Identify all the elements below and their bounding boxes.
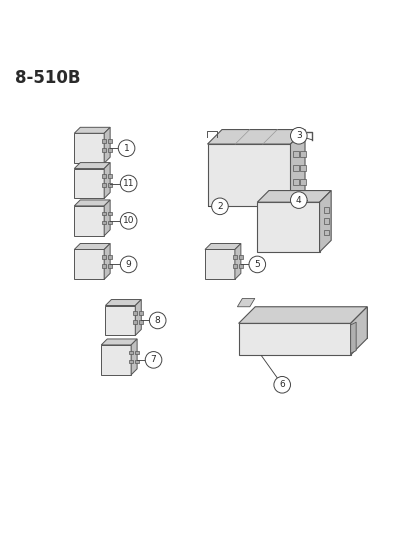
- Bar: [135, 360, 139, 363]
- Bar: [108, 148, 112, 151]
- Polygon shape: [208, 144, 290, 206]
- Polygon shape: [101, 345, 131, 375]
- Circle shape: [290, 127, 307, 144]
- Bar: [108, 221, 112, 224]
- Bar: [233, 255, 237, 259]
- Bar: [293, 165, 299, 171]
- Bar: [103, 183, 106, 187]
- Text: 4: 4: [296, 196, 302, 205]
- Circle shape: [212, 198, 228, 215]
- Polygon shape: [104, 200, 110, 236]
- Text: 11: 11: [123, 179, 134, 188]
- Polygon shape: [290, 130, 305, 206]
- Bar: [108, 264, 112, 268]
- Bar: [233, 264, 237, 268]
- Bar: [103, 148, 106, 151]
- Bar: [239, 255, 243, 259]
- Bar: [103, 264, 106, 268]
- Bar: [139, 311, 143, 315]
- Polygon shape: [320, 191, 331, 252]
- Polygon shape: [74, 206, 104, 236]
- Text: 8: 8: [155, 316, 161, 325]
- Circle shape: [290, 192, 307, 208]
- Polygon shape: [205, 249, 235, 279]
- Polygon shape: [104, 163, 110, 198]
- Bar: [108, 139, 112, 142]
- Circle shape: [120, 175, 137, 192]
- Polygon shape: [101, 339, 137, 345]
- Polygon shape: [205, 244, 241, 249]
- Polygon shape: [74, 168, 104, 198]
- Polygon shape: [257, 202, 320, 252]
- Bar: [300, 151, 306, 157]
- Bar: [108, 183, 112, 187]
- Polygon shape: [351, 307, 367, 355]
- Polygon shape: [239, 307, 367, 324]
- Polygon shape: [74, 200, 110, 206]
- Text: 2: 2: [217, 202, 223, 211]
- Bar: [324, 230, 330, 236]
- Bar: [293, 151, 299, 157]
- Text: 1: 1: [124, 144, 129, 153]
- Circle shape: [120, 256, 137, 273]
- Polygon shape: [104, 127, 110, 163]
- Polygon shape: [74, 249, 104, 279]
- Polygon shape: [255, 307, 367, 338]
- Circle shape: [249, 256, 266, 273]
- Circle shape: [274, 376, 290, 393]
- Text: 9: 9: [126, 260, 132, 269]
- Circle shape: [149, 312, 166, 329]
- Polygon shape: [257, 191, 331, 202]
- Text: 6: 6: [279, 380, 285, 389]
- Text: 8-510B: 8-510B: [15, 69, 80, 87]
- Bar: [300, 179, 306, 185]
- Bar: [103, 139, 106, 142]
- Bar: [135, 351, 139, 354]
- Bar: [103, 174, 106, 178]
- Bar: [324, 207, 330, 213]
- Polygon shape: [235, 244, 241, 279]
- Bar: [139, 320, 143, 324]
- Bar: [239, 264, 243, 268]
- Bar: [108, 212, 112, 215]
- Text: 10: 10: [123, 216, 134, 225]
- Bar: [103, 221, 106, 224]
- Bar: [324, 219, 330, 224]
- Circle shape: [118, 140, 135, 157]
- Polygon shape: [74, 244, 110, 249]
- Text: 3: 3: [296, 131, 302, 140]
- Polygon shape: [74, 163, 110, 168]
- Bar: [293, 179, 299, 185]
- Bar: [108, 174, 112, 178]
- Polygon shape: [74, 127, 110, 133]
- Polygon shape: [74, 133, 104, 163]
- Polygon shape: [105, 300, 141, 305]
- Bar: [108, 255, 112, 259]
- Bar: [129, 360, 133, 363]
- Polygon shape: [351, 322, 356, 353]
- Bar: [134, 320, 137, 324]
- Polygon shape: [105, 305, 135, 335]
- Polygon shape: [104, 244, 110, 279]
- Polygon shape: [239, 324, 351, 355]
- Bar: [103, 255, 106, 259]
- Polygon shape: [131, 339, 137, 375]
- Bar: [134, 311, 137, 315]
- Polygon shape: [237, 298, 255, 307]
- Polygon shape: [208, 130, 305, 144]
- Text: 5: 5: [254, 260, 260, 269]
- Bar: [300, 165, 306, 171]
- Bar: [129, 351, 133, 354]
- Text: 7: 7: [151, 356, 156, 365]
- Circle shape: [145, 352, 162, 368]
- Circle shape: [120, 213, 137, 229]
- Polygon shape: [135, 300, 141, 335]
- Bar: [103, 212, 106, 215]
